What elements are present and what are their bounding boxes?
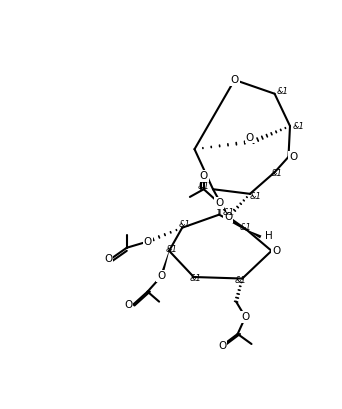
Text: &1: &1 (239, 223, 251, 232)
Text: O: O (215, 198, 223, 208)
Polygon shape (247, 230, 261, 238)
Text: &1: &1 (223, 208, 235, 217)
Text: O: O (200, 171, 208, 181)
Text: &1: &1 (197, 182, 209, 191)
Text: O: O (289, 152, 297, 162)
Text: O: O (224, 212, 233, 222)
Text: O: O (104, 254, 113, 263)
Text: &1: &1 (276, 87, 288, 96)
Text: O: O (272, 246, 280, 256)
Text: O: O (124, 301, 132, 310)
Text: &1: &1 (165, 245, 177, 254)
Text: &1: &1 (271, 169, 282, 178)
Text: O: O (218, 341, 226, 351)
Text: O: O (157, 271, 166, 281)
Text: &1: &1 (250, 192, 262, 201)
Text: O: O (241, 312, 249, 322)
Text: O: O (231, 75, 239, 85)
Text: O: O (143, 236, 152, 247)
Text: H: H (265, 231, 272, 241)
Text: &1: &1 (292, 121, 304, 130)
Text: &1: &1 (235, 276, 247, 285)
Text: O: O (246, 133, 254, 143)
Text: &1: &1 (190, 274, 202, 283)
Polygon shape (160, 251, 169, 276)
Text: &1: &1 (179, 220, 190, 229)
